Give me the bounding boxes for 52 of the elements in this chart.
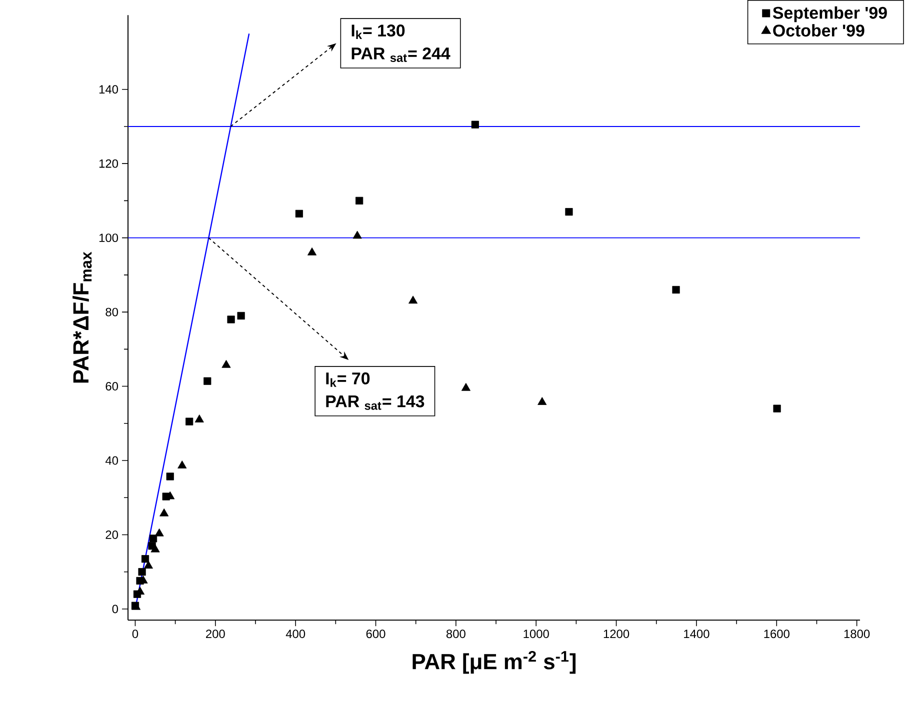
y-axis-title: PAR*ΔF/F$_{max}$ [72, 252, 92, 383]
x-tick-label: 800 [446, 630, 466, 638]
point [565, 208, 573, 216]
point [154, 528, 164, 536]
point [194, 414, 204, 422]
annotation: I$_{k}$= 70 [326, 372, 370, 387]
x-tick-label: 1200 [604, 630, 630, 638]
point [408, 296, 418, 304]
point [141, 555, 150, 563]
point [538, 396, 547, 405]
point [352, 230, 362, 239]
point [471, 120, 479, 128]
point [150, 544, 160, 552]
point [222, 360, 231, 368]
point [237, 312, 245, 320]
point [144, 560, 153, 569]
point [227, 316, 235, 324]
point [773, 404, 781, 412]
point [672, 286, 680, 294]
x-tick-label: 200 [206, 630, 225, 638]
y-tick-label: 140 [99, 85, 118, 94]
y-tick-label: 40 [105, 456, 118, 465]
y-tick-label: 120 [99, 159, 118, 168]
y-tick-label: 80 [106, 308, 118, 316]
x-tick-label: 0 [132, 630, 138, 638]
x-tick-label: 1000 [524, 630, 549, 638]
legend-label: September '99 [772, 6, 887, 22]
y-tick-label: 0 [112, 604, 118, 614]
y-tick-label: 100 [99, 234, 118, 242]
point [160, 508, 169, 516]
annotation: PAR $_{sat}$= 143 [326, 395, 424, 410]
point [166, 472, 174, 480]
point [204, 377, 212, 385]
x-tick-label: 1600 [764, 630, 790, 638]
x-tick-label: 1800 [844, 630, 870, 638]
point [356, 196, 364, 204]
annotation: I$_{k}$= 130 [352, 24, 405, 39]
point [178, 460, 187, 468]
point [307, 247, 317, 256]
y-tick-label: 20 [106, 530, 118, 539]
x-axis-title: PAR [μE m$^{-2}$ s$^{-1}$] [412, 650, 576, 674]
point [186, 418, 194, 426]
x-tick-label: 600 [366, 630, 386, 638]
y-tick-label: 60 [106, 382, 118, 390]
point [461, 382, 470, 391]
legend-label: October '99 [773, 24, 864, 37]
point [138, 568, 146, 576]
x-tick-label: 400 [286, 630, 306, 638]
point [149, 534, 158, 542]
annotation: PAR $_{sat}$= 244 [352, 47, 450, 62]
x-tick-label: 1400 [684, 630, 710, 638]
point [295, 210, 303, 218]
